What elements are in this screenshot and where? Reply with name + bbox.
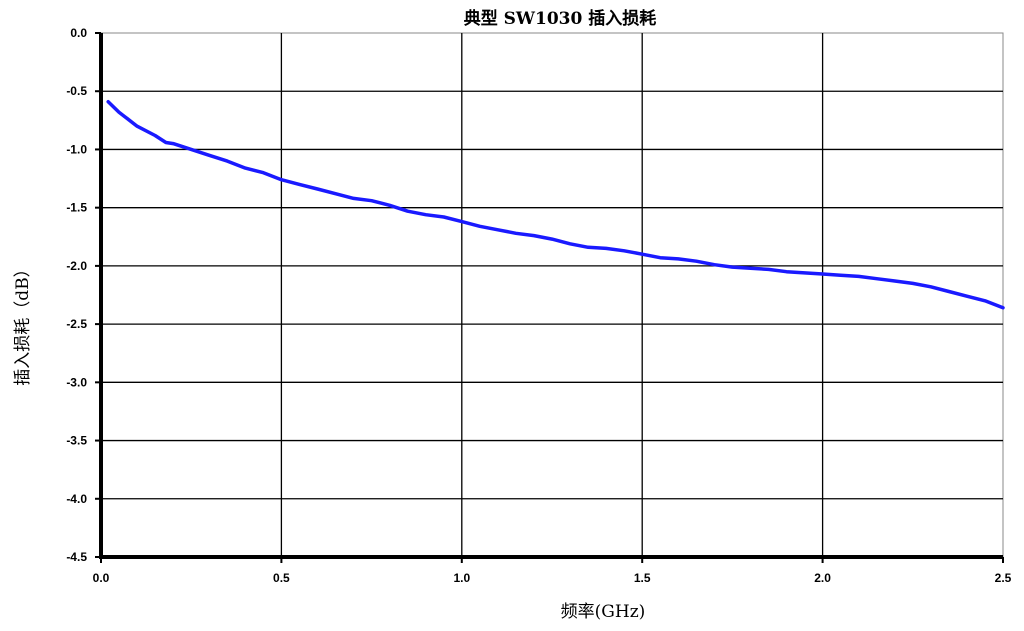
x-tick-label: 2.0	[814, 571, 831, 585]
y-tick-label: -3.0	[66, 375, 87, 389]
y-axis-label: 插入损耗（dB）	[13, 260, 33, 385]
series-layer	[106, 99, 1005, 310]
y-tick-label: -3.5	[66, 434, 87, 448]
plot-frame	[100, 32, 1004, 558]
y-tick-label: -4.5	[66, 550, 87, 564]
grid	[100, 32, 1004, 558]
chart-title: 典型 SW1030 插入损耗	[464, 8, 657, 29]
y-tick-label: -0.5	[66, 84, 87, 98]
y-tick-label: -1.5	[66, 201, 87, 215]
y-tick-label: -4.0	[66, 492, 87, 506]
y-tick-label: 0.0	[70, 26, 87, 40]
x-tick-label: 0.0	[93, 571, 110, 585]
x-axis-label: 频率(GHz)	[561, 602, 646, 622]
series-line	[106, 99, 1005, 310]
tick-labels: 0.0 -0.5 -1.0 -1.5 -2.0 -2.5 -3.0 -3.5 -4.0 -4.5 0…	[66, 26, 1011, 585]
x-tick-label: 0.5	[273, 571, 290, 585]
y-tick-label: -2.0	[66, 259, 87, 273]
axes	[95, 32, 1004, 563]
x-tick-label: 1.0	[453, 571, 470, 585]
x-tick-label: 1.5	[634, 571, 651, 585]
y-tick-label: -2.5	[66, 317, 87, 331]
x-tick-label: 2.5	[995, 571, 1012, 585]
y-tick-label: -1.0	[66, 142, 87, 156]
